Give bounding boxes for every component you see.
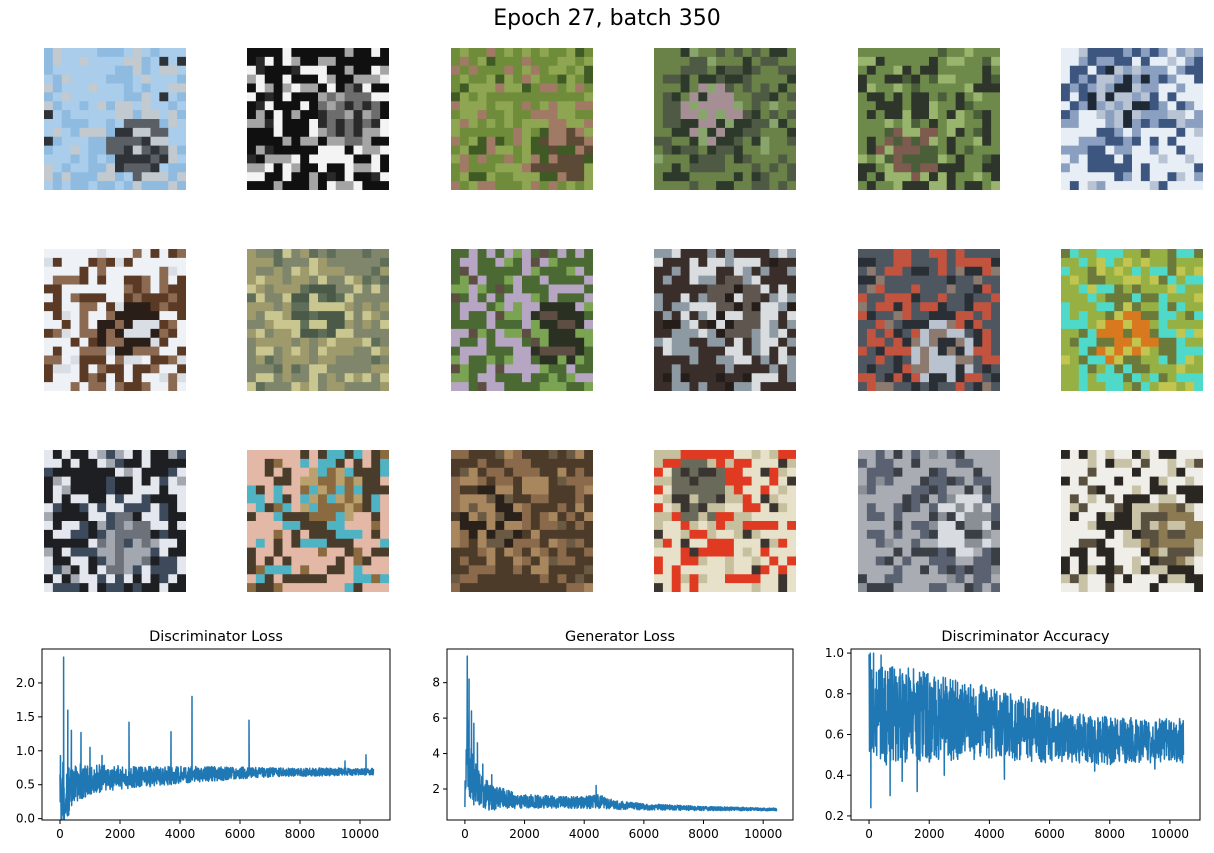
chart-title: Discriminator Loss bbox=[149, 629, 283, 645]
generated-sample-image bbox=[1061, 249, 1203, 391]
y-tick-label: 0.6 bbox=[825, 728, 844, 742]
sample-pixels bbox=[44, 249, 186, 391]
generated-sample-image bbox=[451, 48, 593, 190]
x-tick-label: 2000 bbox=[105, 827, 136, 841]
sample-pixels bbox=[451, 450, 593, 592]
y-tick-label: 1.0 bbox=[825, 646, 844, 660]
chart-title: Discriminator Accuracy bbox=[941, 629, 1110, 645]
x-tick-label: 10000 bbox=[341, 827, 379, 841]
x-tick-label: 6000 bbox=[629, 827, 660, 841]
x-tick-label: 0 bbox=[56, 827, 64, 841]
generated-sample-image bbox=[858, 48, 1000, 190]
sample-pixels bbox=[451, 48, 593, 190]
axes-frame bbox=[446, 648, 794, 821]
generated-sample-image bbox=[44, 450, 186, 592]
y-tick-label: 1.0 bbox=[16, 744, 35, 758]
series-line bbox=[868, 652, 1185, 809]
generated-sample-image bbox=[858, 450, 1000, 592]
sample-pixels bbox=[654, 450, 796, 592]
sample-pixels bbox=[858, 249, 1000, 391]
y-tick-label: 0.2 bbox=[825, 809, 844, 823]
x-tick-label: 0 bbox=[461, 827, 469, 841]
sample-pixels bbox=[247, 249, 389, 391]
generated-sample-image bbox=[1061, 48, 1203, 190]
sample-pixels bbox=[451, 249, 593, 391]
sample-pixels bbox=[247, 450, 389, 592]
sample-pixels bbox=[44, 450, 186, 592]
generated-sample-image bbox=[44, 249, 186, 391]
x-tick-label: 6000 bbox=[225, 827, 256, 841]
chart-title: Generator Loss bbox=[565, 629, 675, 645]
x-tick-label: 8000 bbox=[1094, 827, 1125, 841]
x-tick-label: 2000 bbox=[509, 827, 540, 841]
generated-sample-image bbox=[247, 450, 389, 592]
y-tick-label: 1.5 bbox=[16, 710, 35, 724]
figure-title: Epoch 27, batch 350 bbox=[493, 6, 721, 31]
sample-pixels bbox=[858, 48, 1000, 190]
y-tick-label: 6 bbox=[432, 711, 440, 725]
y-tick-label: 2 bbox=[432, 782, 440, 796]
sample-pixels bbox=[1061, 249, 1203, 391]
generated-sample-image bbox=[1061, 450, 1203, 592]
x-tick-label: 8000 bbox=[285, 827, 316, 841]
x-tick-label: 4000 bbox=[165, 827, 196, 841]
x-tick-label: 8000 bbox=[688, 827, 719, 841]
generated-sample-image bbox=[451, 450, 593, 592]
series-line bbox=[59, 656, 375, 820]
generated-sample-image bbox=[654, 450, 796, 592]
y-tick-label: 4 bbox=[432, 747, 440, 761]
sample-pixels bbox=[654, 249, 796, 391]
sample-pixels bbox=[654, 48, 796, 190]
y-tick-label: 0.8 bbox=[825, 687, 844, 701]
sample-pixels bbox=[858, 450, 1000, 592]
x-tick-label: 4000 bbox=[974, 827, 1005, 841]
y-tick-label: 0.4 bbox=[825, 768, 844, 782]
x-tick-label: 10000 bbox=[744, 827, 782, 841]
generated-sample-image bbox=[247, 48, 389, 190]
y-tick-label: 0.5 bbox=[16, 778, 35, 792]
y-tick-label: 8 bbox=[432, 676, 440, 690]
x-tick-label: 10000 bbox=[1151, 827, 1189, 841]
x-tick-label: 0 bbox=[865, 827, 873, 841]
y-tick-label: 0.0 bbox=[16, 812, 35, 826]
sample-pixels bbox=[44, 48, 186, 190]
sample-pixels bbox=[247, 48, 389, 190]
x-tick-label: 6000 bbox=[1034, 827, 1065, 841]
y-tick-label: 2.0 bbox=[16, 676, 35, 690]
generated-sample-image bbox=[247, 249, 389, 391]
x-tick-label: 2000 bbox=[914, 827, 945, 841]
axes-frame bbox=[41, 648, 391, 821]
series-line bbox=[464, 655, 778, 812]
generated-sample-image bbox=[654, 249, 796, 391]
sample-pixels bbox=[1061, 450, 1203, 592]
generated-sample-image bbox=[858, 249, 1000, 391]
generated-sample-image bbox=[44, 48, 186, 190]
generated-sample-image bbox=[451, 249, 593, 391]
generated-sample-image bbox=[654, 48, 796, 190]
sample-pixels bbox=[1061, 48, 1203, 190]
x-tick-label: 4000 bbox=[569, 827, 600, 841]
